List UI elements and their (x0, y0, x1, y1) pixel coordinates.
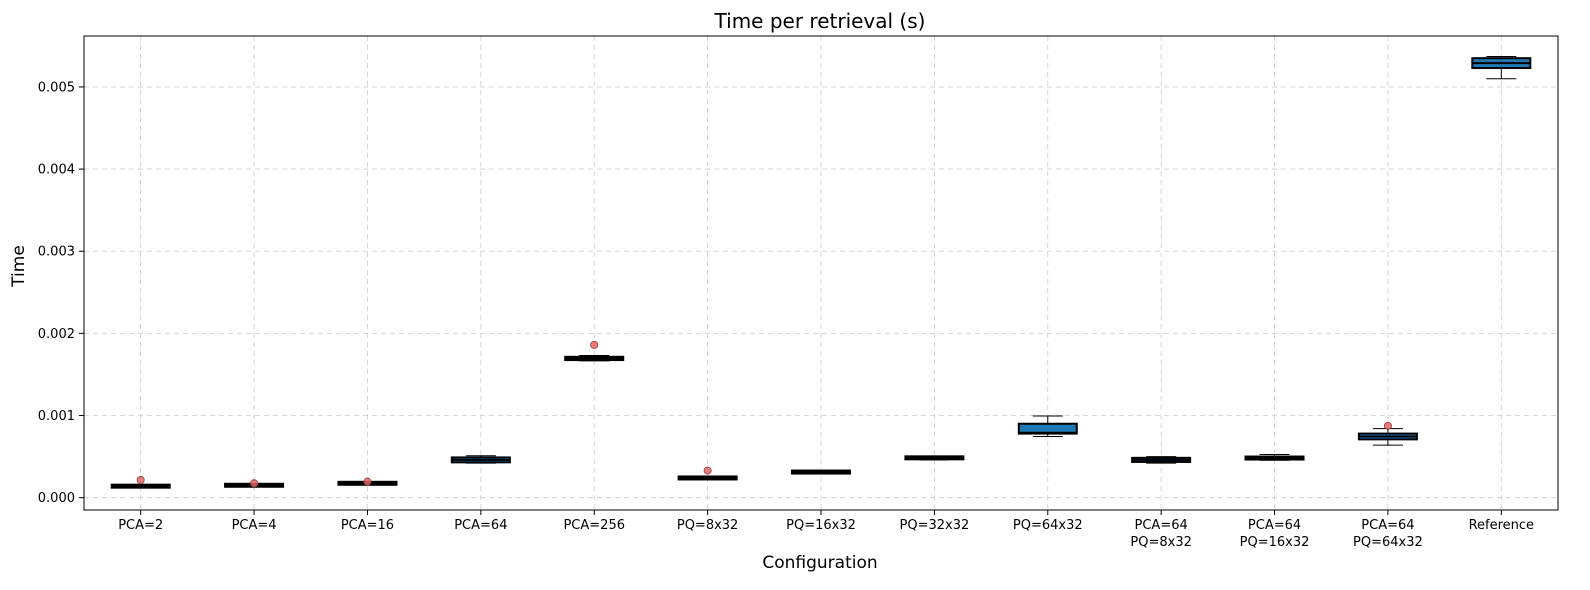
plot-frame (83, 35, 1559, 511)
x-tick-label: PCA=64 (1248, 518, 1301, 533)
y-axis-label: Time (9, 245, 29, 288)
x-tick-label: PCA=256 (563, 518, 625, 533)
x-tick-label: PCA=64 (1135, 518, 1188, 533)
x-tick-label: PQ=8x32 (677, 518, 738, 533)
x-tick-label: PCA=4 (232, 518, 277, 533)
x-axis: PCA=2 PCA=4 PCA=16 PCA=64 PCA=256 PQ=8x32 PQ=1… (118, 510, 1534, 550)
x-tick-label: Reference (1469, 518, 1534, 533)
grid (84, 36, 1558, 510)
x-tick-label: PQ=16x32 (786, 518, 856, 533)
outlier-point (703, 466, 712, 475)
outlier-point (1383, 421, 1392, 430)
box-group (904, 455, 965, 461)
outlier-point (136, 476, 145, 485)
x-tick-label: PQ=64x32 (1013, 518, 1083, 533)
x-tick-label: PCA=16 (341, 518, 394, 533)
box-group (224, 479, 285, 488)
box-group (564, 340, 625, 362)
box-group (1131, 456, 1192, 464)
box-group (110, 476, 171, 489)
x-tick-label: PCA=64 (1361, 518, 1414, 533)
x-tick-label: PCA=64 (454, 518, 507, 533)
box-group (677, 466, 738, 481)
x-tick-label: PQ=32x32 (900, 518, 970, 533)
box-group (450, 455, 511, 464)
box-group (791, 469, 851, 475)
box-group (1471, 56, 1532, 80)
outlier-point (590, 340, 599, 349)
box-group (1244, 454, 1305, 461)
y-axis: 0.000 0.001 0.002 0.003 0.004 0.005 (38, 80, 84, 506)
chart-title: Time per retrieval (s) (714, 9, 926, 33)
box-group (1017, 415, 1078, 437)
y-tick-label: 0.002 (38, 327, 75, 342)
x-tick-label: PQ=8x32 (1130, 535, 1191, 550)
x-tick-label: PQ=64x32 (1353, 535, 1423, 550)
outlier-point (363, 477, 372, 486)
outlier-point (250, 479, 259, 488)
y-tick-label: 0.000 (38, 491, 75, 506)
x-axis-label: Configuration (762, 553, 877, 573)
plot-area (110, 56, 1532, 489)
y-tick-label: 0.001 (38, 409, 75, 424)
y-tick-label: 0.005 (38, 80, 75, 95)
y-tick-label: 0.004 (38, 163, 75, 178)
y-tick-label: 0.003 (38, 245, 75, 260)
x-tick-label: PQ=16x32 (1240, 535, 1310, 550)
x-tick-label: PCA=2 (118, 518, 163, 533)
box-group (337, 477, 398, 486)
box-group (1357, 421, 1418, 446)
